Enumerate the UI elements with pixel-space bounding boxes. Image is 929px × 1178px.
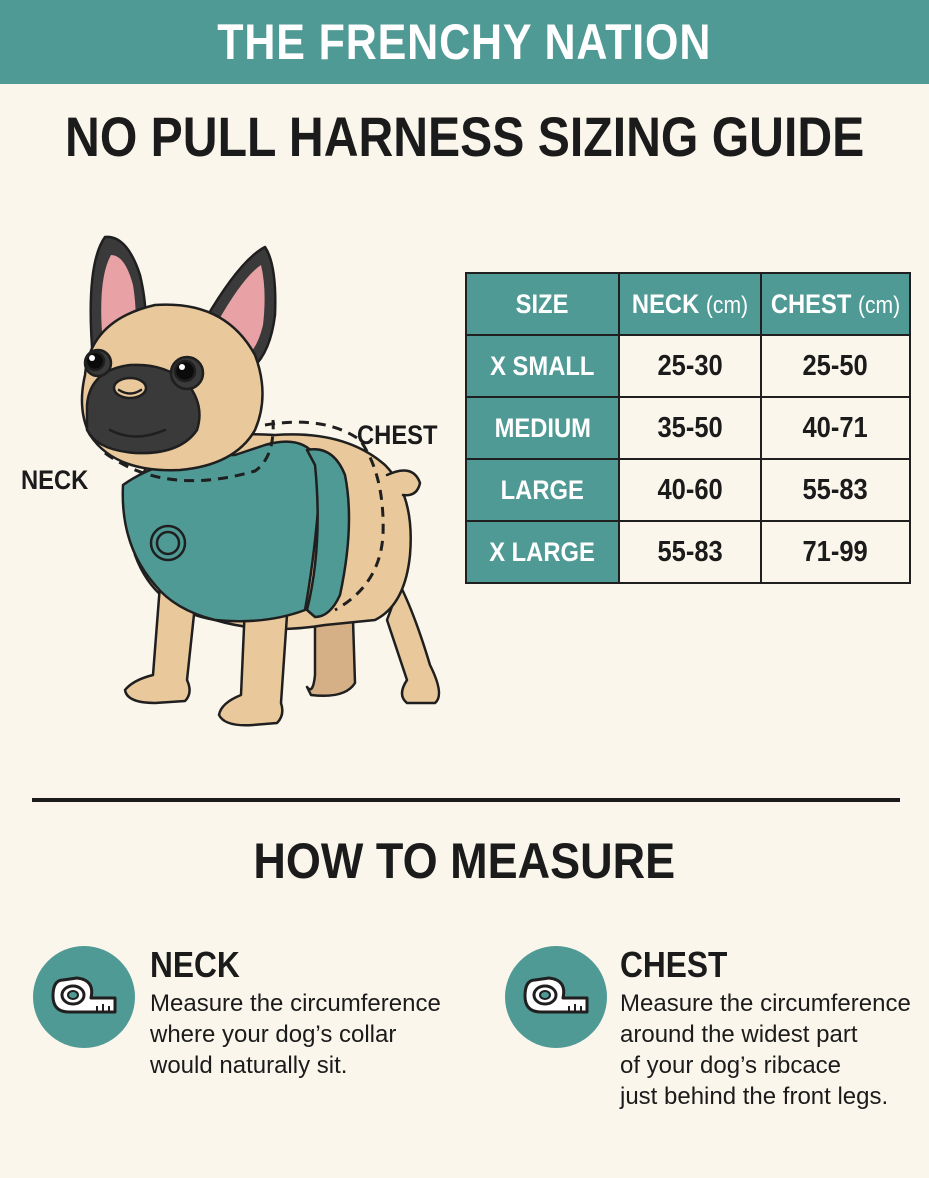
brand-banner: THE FRENCHY NATION <box>0 0 929 84</box>
brand-name: THE FRENCHY NATION <box>217 14 712 70</box>
size-cell: LARGE <box>465 458 620 522</box>
table-row: X LARGE 55-83 71-99 <box>465 520 912 584</box>
page-title: NO PULL HARNESS SIZING GUIDE <box>65 105 865 168</box>
chest-label: CHEST <box>357 420 438 450</box>
section-divider <box>32 798 900 802</box>
neck-label: NECK <box>21 465 89 495</box>
size-cell: MEDIUM <box>465 396 620 460</box>
size-cell: X SMALL <box>465 334 620 398</box>
french-bulldog-illustration <box>80 235 441 727</box>
chest-heading: CHEST <box>620 944 728 985</box>
measuring-tape-icon <box>33 946 135 1048</box>
table-row: X SMALL 25-30 25-50 <box>465 334 912 398</box>
neck-cell: 25-30 <box>618 334 762 398</box>
table-header-row: SIZE NECK (cm) CHEST (cm) <box>465 272 912 336</box>
header-chest: CHEST (cm) <box>759 272 912 336</box>
neck-cell: 35-50 <box>618 396 762 460</box>
chest-cell: 40-71 <box>759 396 912 460</box>
measuring-tape-icon <box>505 946 607 1048</box>
table-row: LARGE 40-60 55-83 <box>465 458 912 522</box>
neck-cell: 40-60 <box>618 458 762 522</box>
size-cell: X LARGE <box>465 520 620 584</box>
chest-cell: 71-99 <box>759 520 912 584</box>
neck-heading: NECK <box>150 944 240 985</box>
header-neck: NECK (cm) <box>618 272 762 336</box>
chest-cell: 25-50 <box>759 334 912 398</box>
how-to-measure-title: HOW TO MEASURE <box>253 833 676 889</box>
size-table: SIZE NECK (cm) CHEST (cm) X SMALL 25-30 … <box>465 272 912 584</box>
dog-illustration: CHEST NECK <box>15 225 470 745</box>
header-size: SIZE <box>465 272 620 336</box>
chest-cell: 55-83 <box>759 458 912 522</box>
chest-instructions: Measure the circumference around the wid… <box>620 990 911 1110</box>
neck-instructions: Measure the circumference where your dog… <box>150 990 441 1079</box>
neck-cell: 55-83 <box>618 520 762 584</box>
table-row: MEDIUM 35-50 40-71 <box>465 396 912 460</box>
